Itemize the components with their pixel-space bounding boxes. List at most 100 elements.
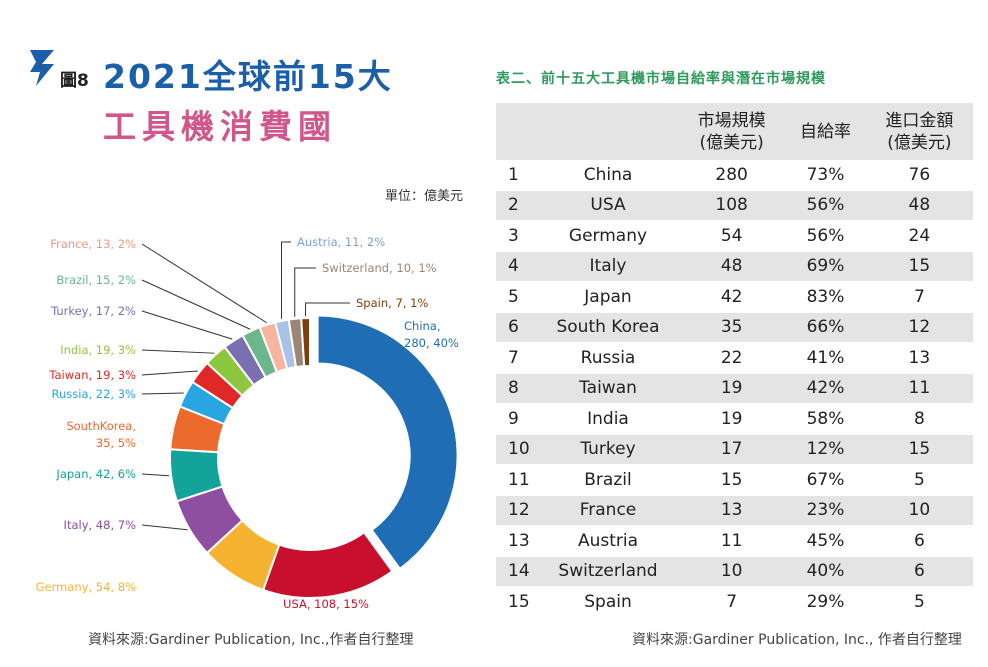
self-sufficiency-cell: 66% (785, 312, 866, 343)
table-row: 6 South Korea 35 66% 12 (496, 312, 973, 343)
market-size-cell: 22 (678, 342, 786, 374)
slice-label-usa: USA, 108, 15% (283, 597, 369, 611)
self-sufficiency-cell: 23% (785, 495, 866, 526)
source-note-left: 資料來源:Gardiner Publication, Inc.,作者自行整理 (88, 632, 414, 648)
table-row: 14 Switzerland 10 40% 6 (496, 556, 973, 587)
leader-line (141, 392, 184, 395)
leader-line (141, 279, 251, 330)
rank-cell: 8 (496, 373, 538, 404)
self-sufficiency-cell: 40% (785, 556, 866, 587)
self-sufficiency-cell: 83% (785, 281, 866, 313)
header-cell-market-size: 市場規模 (億美元) (678, 103, 786, 160)
leader-line (141, 524, 188, 531)
market-size-cell: 10 (678, 556, 786, 587)
table-row: 8 Taiwan 19 42% 11 (496, 373, 973, 404)
country-cell: Taiwan (538, 373, 678, 404)
slice-label-brazil: Brazil, 15, 2% (56, 273, 136, 287)
market-size-cell: 108 (678, 190, 786, 221)
market-size-cell: 11 (678, 525, 786, 557)
country-cell: France (538, 495, 678, 526)
logo-icon (30, 50, 54, 86)
country-cell: India (538, 403, 678, 435)
market-size-cell: 280 (678, 160, 786, 191)
rank-cell: 13 (496, 525, 538, 557)
slice-label-spain: Spain, 7, 1% (356, 296, 428, 310)
data-table: 市場規模 (億美元) 自給率 進口金額 (億美元) 1 China 280 73% 76 2 U… (496, 103, 973, 618)
country-cell: Russia (538, 342, 678, 374)
import-value-cell: 15 (865, 251, 973, 282)
import-value-cell: 10 (865, 495, 973, 526)
country-cell: Spain (538, 586, 678, 618)
self-sufficiency-cell: 58% (785, 403, 866, 435)
slice-usa (261, 531, 394, 599)
leader-line (141, 243, 267, 324)
table-row: 3 Germany 54 56% 24 (496, 220, 973, 252)
header-cell (496, 103, 538, 160)
import-value-cell: 13 (865, 342, 973, 374)
table-row: 11 Brazil 15 67% 5 (496, 464, 973, 496)
table-row: 1 China 280 73% 76 (496, 160, 973, 191)
donut-chart: China, 280, 40% USA, 108, 15% Germany, 54, … (36, 235, 459, 611)
country-cell: Brazil (538, 464, 678, 496)
import-value-cell: 6 (865, 556, 973, 587)
table-row: 7 Russia 22 41% 13 (496, 342, 973, 374)
country-cell: Germany (538, 220, 678, 252)
rank-cell: 6 (496, 312, 538, 343)
market-size-cell: 42 (678, 281, 786, 313)
market-size-cell: 54 (678, 220, 786, 252)
leader-line (141, 349, 215, 354)
slice-label-austria: Austria, 11, 2% (297, 235, 385, 249)
table-row: 5 Japan 42 83% 7 (496, 281, 973, 313)
table-row: 2 USA 108 56% 48 (496, 190, 973, 221)
slice-label-india: India, 19, 3% (60, 343, 136, 357)
rank-cell: 12 (496, 495, 538, 526)
country-cell: Switzerland (538, 556, 678, 587)
header-cell-self-sufficiency: 自給率 (785, 103, 866, 160)
market-size-cell: 13 (678, 495, 786, 526)
rank-cell: 11 (496, 464, 538, 496)
import-value-cell: 5 (865, 464, 973, 496)
table-row: 9 India 19 58% 8 (496, 403, 973, 435)
self-sufficiency-cell: 56% (785, 220, 866, 252)
slice-label-france: France, 13, 2% (50, 237, 136, 251)
self-sufficiency-cell: 29% (785, 586, 866, 618)
import-value-cell: 12 (865, 312, 973, 343)
slice-label-turkey: Turkey, 17, 2% (50, 304, 136, 318)
import-value-cell: 76 (865, 160, 973, 191)
table-row: 15 Spain 7 29% 5 (496, 586, 973, 618)
rank-cell: 15 (496, 586, 538, 618)
self-sufficiency-cell: 56% (785, 190, 866, 221)
market-size-cell: 17 (678, 434, 786, 465)
import-value-cell: 15 (865, 434, 973, 465)
self-sufficiency-cell: 67% (785, 464, 866, 496)
market-size-cell: 7 (678, 586, 786, 618)
rank-cell: 10 (496, 434, 538, 465)
source-note-right: 資料來源:Gardiner Publication, Inc., 作者自行整理 (632, 632, 962, 648)
slice-label-germany: Germany, 54, 8% (36, 580, 136, 594)
self-sufficiency-cell: 42% (785, 373, 866, 404)
leader-line (294, 267, 316, 317)
self-sufficiency-cell: 41% (785, 342, 866, 374)
rank-cell: 2 (496, 190, 538, 221)
leader-line (281, 241, 291, 319)
slice-label-southkorea: SouthKorea, 35, 5% (66, 419, 136, 450)
rank-cell: 7 (496, 342, 538, 374)
slice-label-switzerland: Switzerland, 10, 1% (322, 261, 437, 275)
slice-spain (300, 316, 311, 368)
country-cell: Japan (538, 281, 678, 313)
rank-cell: 5 (496, 281, 538, 313)
import-value-cell: 6 (865, 525, 973, 557)
country-cell: Turkey (538, 434, 678, 465)
market-size-cell: 19 (678, 403, 786, 435)
header-cell-import-value: 進口金額 (億美元) (865, 103, 973, 160)
chart-title-line1: 2021全球前15大 (103, 57, 393, 96)
leader-line (141, 473, 170, 477)
self-sufficiency-cell: 45% (785, 525, 866, 557)
table-row: 13 Austria 11 45% 6 (496, 525, 973, 557)
import-value-cell: 7 (865, 281, 973, 313)
rank-cell: 14 (496, 556, 538, 587)
self-sufficiency-cell: 73% (785, 160, 866, 191)
table-row: 4 Italy 48 69% 15 (496, 251, 973, 282)
rank-cell: 3 (496, 220, 538, 252)
country-cell: China (538, 160, 678, 191)
